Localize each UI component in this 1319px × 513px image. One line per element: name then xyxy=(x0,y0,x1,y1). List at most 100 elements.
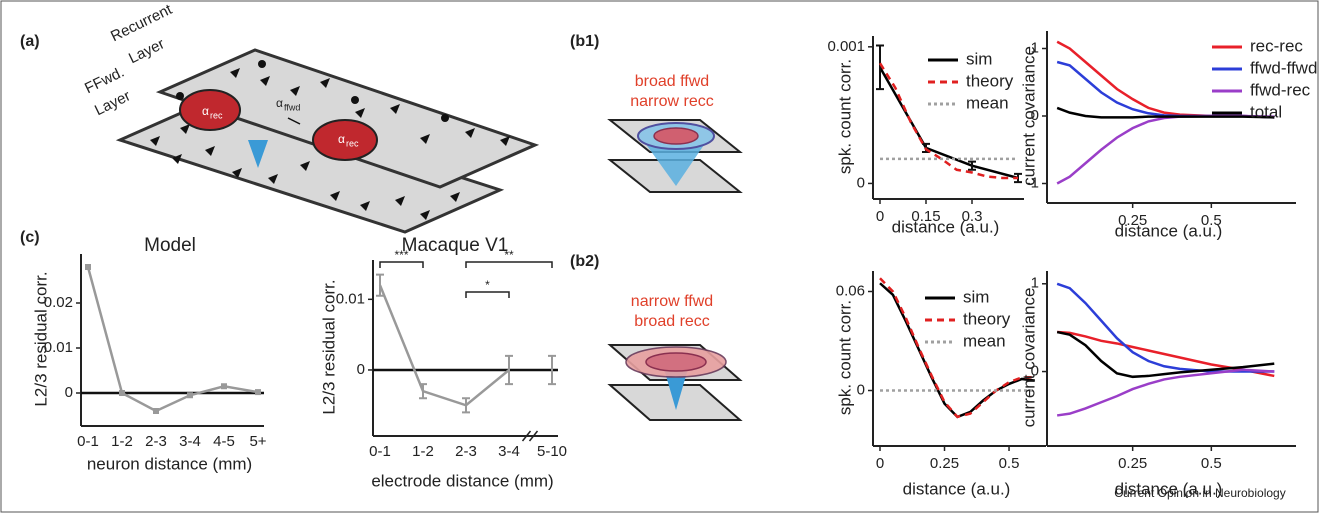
point xyxy=(255,389,261,396)
series-line xyxy=(878,62,1018,180)
y-axis-label: spk. count corr. xyxy=(835,59,854,174)
panel-label: (a) xyxy=(20,33,40,50)
x-tick-label: 5+ xyxy=(249,433,266,450)
x-axis-label: distance (a.u.) xyxy=(892,217,1000,236)
error-bar xyxy=(876,44,884,91)
legend-label: sim xyxy=(963,287,989,306)
legend-label: mean xyxy=(966,93,1009,112)
x-tick-label: 0.5 xyxy=(1201,455,1222,472)
x-axis-label: distance (a.u.) xyxy=(1115,221,1223,240)
y-tick-label: 0.02 xyxy=(44,294,73,311)
panel-label: (b2) xyxy=(570,253,599,270)
series-line xyxy=(1056,106,1275,119)
x-tick-label: 0.15 xyxy=(911,208,940,225)
series-line xyxy=(1056,114,1275,185)
b2-schematic: narrow ffwd broad recc xyxy=(607,293,743,421)
significance-bracket xyxy=(465,291,510,298)
alpha-sub: rec xyxy=(346,138,359,148)
alpha: α xyxy=(338,132,345,146)
rec-footprint xyxy=(312,119,378,161)
axis-break xyxy=(521,430,532,442)
y-tick-label: 0.06 xyxy=(836,282,865,299)
x-tick-label: 0.5 xyxy=(999,455,1020,472)
x-axis-label: distance (a.u.) xyxy=(1115,479,1223,498)
point xyxy=(221,383,227,390)
b1-label: broad ffwd xyxy=(635,73,709,90)
ffwd-neurons xyxy=(150,124,460,220)
significance-label: *** xyxy=(394,248,408,262)
layer-label: Layer xyxy=(126,35,167,67)
x-axis-label: distance (a.u.) xyxy=(903,479,1011,498)
x-tick-label: 0 xyxy=(876,208,884,225)
legend-label: ffwd-rec xyxy=(1250,80,1311,99)
axis-break xyxy=(528,430,539,442)
y-tick-label: 0.01 xyxy=(336,290,365,307)
panel-label: (b1) xyxy=(570,33,599,50)
y-tick-label: 0 xyxy=(857,381,865,398)
error-bar xyxy=(505,354,513,386)
b1-label: narrow recc xyxy=(630,93,714,110)
y-tick-label: 1 xyxy=(1031,275,1039,292)
ffwd-width xyxy=(287,117,301,125)
y-tick-label: 1 xyxy=(1031,39,1039,56)
series-line xyxy=(1056,330,1275,379)
x-tick-label: 4-5 xyxy=(213,433,235,450)
x-tick-label: 0.25 xyxy=(1118,455,1147,472)
y-tick-label: 0.001 xyxy=(827,38,865,55)
chart-title: Macaque V1 xyxy=(402,235,509,256)
x-axis-label: neuron distance (mm) xyxy=(87,454,252,473)
b2-label: narrow ffwd xyxy=(631,293,713,310)
error-bar xyxy=(968,160,976,171)
series-line xyxy=(1057,330,1275,378)
x-tick-label: 0 xyxy=(876,455,884,472)
x-tick-label: 1-2 xyxy=(412,443,434,460)
significance-label: * xyxy=(485,278,490,292)
layer-label: Recurrent xyxy=(108,1,175,46)
x-tick-label: 0-1 xyxy=(77,433,99,450)
x-tick-label: 3-4 xyxy=(179,433,201,450)
point xyxy=(85,264,91,270)
x-tick-label: 2-3 xyxy=(455,443,477,460)
error-bar xyxy=(419,383,427,400)
b2-label: broad recc xyxy=(634,313,710,330)
legend-label: sim xyxy=(966,49,992,68)
x-tick-label: 1-2 xyxy=(111,433,133,450)
point xyxy=(153,408,159,414)
series-line xyxy=(1056,282,1275,373)
significance-label: ** xyxy=(504,248,514,262)
y-axis-label: L2/3 residual corr. xyxy=(31,271,50,406)
y-tick-label: 0 xyxy=(357,361,365,378)
recurrent-neurons xyxy=(176,60,510,146)
b1-schematic: broad ffwd narrow recc xyxy=(607,73,743,193)
legend-label: mean xyxy=(963,331,1006,350)
panel-label: (c) xyxy=(20,229,40,246)
alpha: α xyxy=(276,96,283,110)
significance-bracket xyxy=(379,261,424,268)
y-axis-label: spk. count corr. xyxy=(835,300,854,415)
x-tick-label: 0.25 xyxy=(930,455,959,472)
x-tick-label: 0.25 xyxy=(1118,212,1147,229)
y-tick-label: 0.01 xyxy=(44,339,73,356)
y-tick-label: 0 xyxy=(1031,107,1039,124)
x-axis-label: electrode distance (mm) xyxy=(371,471,553,490)
legend-label: ffwd-ffwd xyxy=(1250,58,1317,77)
error-bar xyxy=(376,273,384,297)
y-tick-label: -1 xyxy=(1026,174,1039,191)
chart-title: Model xyxy=(144,235,196,256)
series-line xyxy=(86,266,259,413)
series-line xyxy=(1056,40,1275,119)
x-tick-label: 3-4 xyxy=(498,443,520,460)
legend-label: rec-rec xyxy=(1250,36,1303,55)
layer-schematic: α rec α rec α ffwd Recurrent Layer FFwd.… xyxy=(82,1,540,234)
alpha: α xyxy=(202,104,209,118)
series-line xyxy=(879,277,1035,419)
credit: Current Opinion in Neurobiology xyxy=(1114,486,1285,500)
alpha-sub: rec xyxy=(210,110,223,120)
ffwd-cone xyxy=(248,140,268,168)
x-tick-label: 0.5 xyxy=(1201,212,1222,229)
x-tick-label: 5-10 xyxy=(537,443,567,460)
rec-footprint xyxy=(179,89,241,131)
series-line xyxy=(378,284,510,407)
